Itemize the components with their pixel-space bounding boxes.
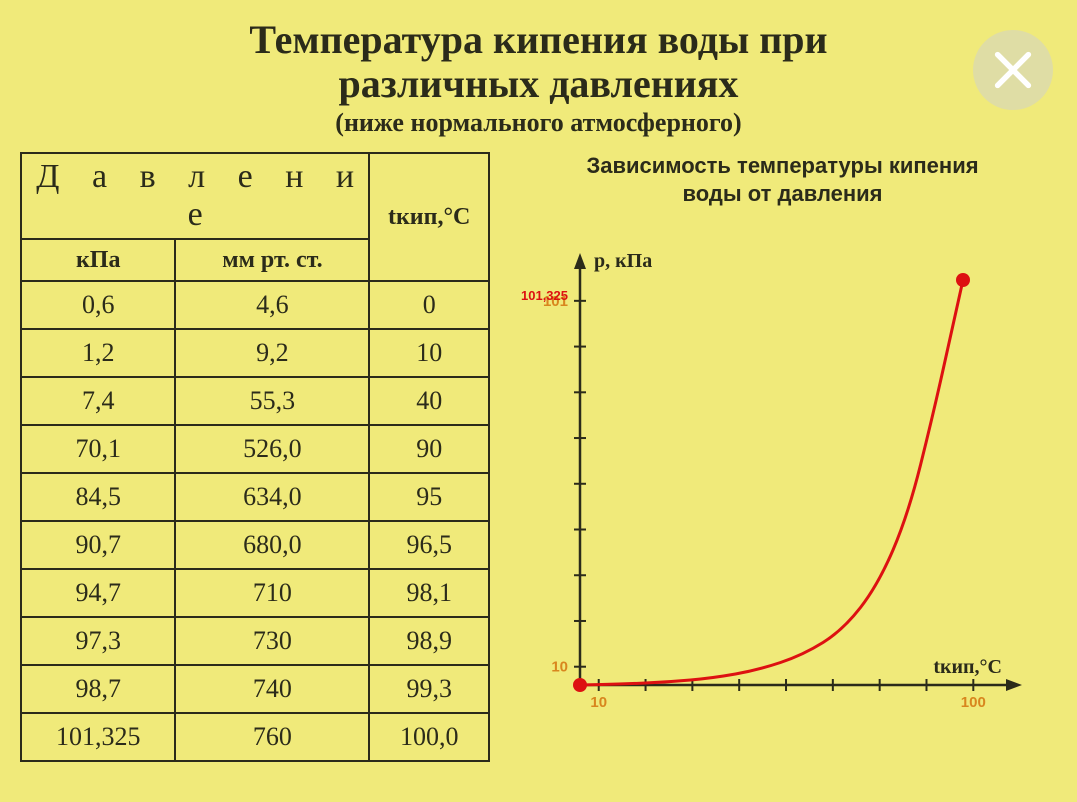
cell-mm: 634,0 xyxy=(175,473,369,521)
table-row: 84,5634,095 xyxy=(21,473,489,521)
title-sub: (ниже нормального атмосферного) xyxy=(20,108,1057,138)
pressure-table: Д а в л е н и е tкип,°C кПа мм рт. ст. 0… xyxy=(20,152,490,762)
chart-panel: Зависимость температуры кипения воды от … xyxy=(508,152,1057,762)
cell-t: 40 xyxy=(369,377,489,425)
close-icon xyxy=(991,48,1035,92)
table-row: 101,325760100,0 xyxy=(21,713,489,761)
table-header-mm: мм рт. ст. xyxy=(175,239,369,281)
cell-kpa: 94,7 xyxy=(21,569,175,617)
cell-t: 100,0 xyxy=(369,713,489,761)
table-header-pressure: Д а в л е н и е xyxy=(21,153,369,239)
table-row: 98,774099,3 xyxy=(21,665,489,713)
table-row: 90,7680,096,5 xyxy=(21,521,489,569)
cell-t: 0 xyxy=(369,281,489,329)
cell-kpa: 1,2 xyxy=(21,329,175,377)
svg-text:tкип,°C: tкип,°C xyxy=(933,656,1002,678)
cell-kpa: 7,4 xyxy=(21,377,175,425)
cell-kpa: 0,6 xyxy=(21,281,175,329)
cell-mm: 4,6 xyxy=(175,281,369,329)
cell-kpa: 97,3 xyxy=(21,617,175,665)
svg-text:100: 100 xyxy=(961,694,986,711)
cell-mm: 710 xyxy=(175,569,369,617)
cell-mm: 680,0 xyxy=(175,521,369,569)
cell-kpa: 98,7 xyxy=(21,665,175,713)
svg-text:10: 10 xyxy=(551,659,568,676)
cell-mm: 740 xyxy=(175,665,369,713)
cell-mm: 526,0 xyxy=(175,425,369,473)
cell-kpa: 101,325 xyxy=(21,713,175,761)
chart-title-line2: воды от давления xyxy=(508,180,1057,208)
cell-kpa: 84,5 xyxy=(21,473,175,521)
title-block: Температура кипения воды при различных д… xyxy=(20,18,1057,138)
cell-mm: 760 xyxy=(175,713,369,761)
cell-t: 98,9 xyxy=(369,617,489,665)
cell-mm: 730 xyxy=(175,617,369,665)
table-row: 70,1526,090 xyxy=(21,425,489,473)
cell-t: 95 xyxy=(369,473,489,521)
table-row: 0,64,60 xyxy=(21,281,489,329)
cell-t: 96,5 xyxy=(369,521,489,569)
table-header-tkip: tкип,°C xyxy=(369,153,489,281)
table-row: 94,771098,1 xyxy=(21,569,489,617)
table-row: 1,29,210 xyxy=(21,329,489,377)
cell-mm: 55,3 xyxy=(175,377,369,425)
chart-svg: 10101101,32510100p, кПаtкип,°C xyxy=(508,215,1048,735)
cell-t: 90 xyxy=(369,425,489,473)
table-row: 7,455,340 xyxy=(21,377,489,425)
title-line1: Температура кипения воды при xyxy=(20,18,1057,62)
cell-mm: 9,2 xyxy=(175,329,369,377)
cell-kpa: 90,7 xyxy=(21,521,175,569)
cell-t: 99,3 xyxy=(369,665,489,713)
svg-text:p, кПа: p, кПа xyxy=(594,250,652,272)
table-row: 97,373098,9 xyxy=(21,617,489,665)
cell-t: 98,1 xyxy=(369,569,489,617)
cell-t: 10 xyxy=(369,329,489,377)
chart-title-line1: Зависимость температуры кипения xyxy=(508,152,1057,180)
table-header-kpa: кПа xyxy=(21,239,175,281)
svg-text:101,325: 101,325 xyxy=(521,288,568,303)
close-button[interactable] xyxy=(973,30,1053,110)
title-line2: различных давлениях xyxy=(20,62,1057,106)
svg-text:10: 10 xyxy=(590,694,607,711)
cell-kpa: 70,1 xyxy=(21,425,175,473)
